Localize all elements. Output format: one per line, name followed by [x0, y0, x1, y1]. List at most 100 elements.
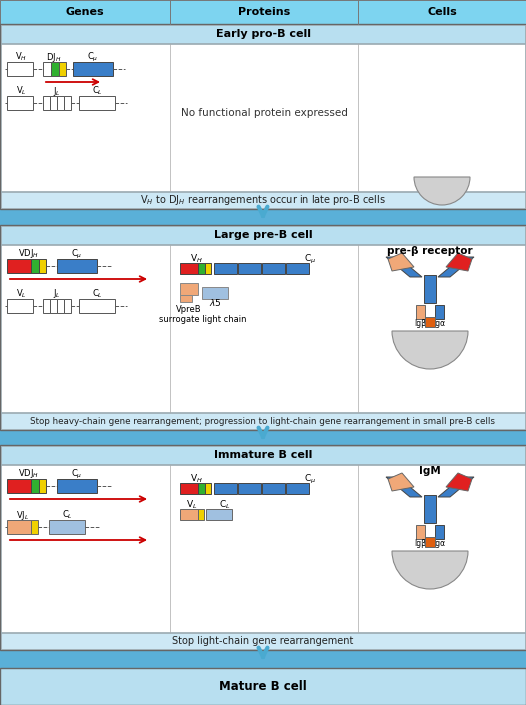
Text: $\lambda$5: $\lambda$5 — [209, 298, 221, 309]
Bar — [57, 96, 64, 110]
Bar — [50, 96, 57, 110]
Polygon shape — [438, 257, 474, 277]
Text: VJ$_L$: VJ$_L$ — [16, 508, 29, 522]
Bar — [0, 445, 526, 650]
Polygon shape — [438, 477, 474, 497]
Text: Large pre-B cell: Large pre-B cell — [214, 230, 312, 240]
Bar — [1, 413, 525, 429]
Bar — [1, 44, 525, 191]
Text: Cells: Cells — [427, 7, 457, 17]
Bar — [424, 275, 436, 303]
Bar — [49, 520, 85, 534]
Bar — [214, 483, 237, 494]
Bar — [262, 263, 285, 274]
Bar — [425, 317, 435, 327]
Bar — [79, 96, 115, 110]
Bar — [286, 483, 309, 494]
Bar — [1, 226, 525, 244]
Bar — [0, 24, 526, 209]
Text: C$_L$: C$_L$ — [62, 509, 73, 521]
Bar — [7, 479, 31, 493]
Polygon shape — [388, 473, 414, 491]
Text: V$_H$: V$_H$ — [189, 473, 203, 485]
Text: Igα: Igα — [433, 319, 445, 328]
Text: C$_\mu$: C$_\mu$ — [72, 467, 83, 481]
Polygon shape — [388, 253, 414, 271]
Text: C$_\mu$: C$_\mu$ — [87, 51, 99, 63]
Text: C$_\mu$: C$_\mu$ — [304, 252, 316, 266]
Text: V$_L$: V$_L$ — [16, 288, 26, 300]
Text: Mature B cell: Mature B cell — [219, 680, 307, 693]
Bar — [43, 299, 50, 313]
Text: pre-β receptor: pre-β receptor — [387, 246, 473, 256]
Text: Immature B cell: Immature B cell — [214, 450, 312, 460]
Bar — [1, 25, 525, 43]
Text: VDJ$_H$: VDJ$_H$ — [18, 247, 39, 261]
Text: IgM: IgM — [419, 466, 441, 476]
Text: surrogate light chain: surrogate light chain — [159, 314, 247, 324]
Bar — [59, 62, 66, 76]
Bar — [31, 259, 39, 273]
Bar — [57, 259, 97, 273]
Bar — [180, 509, 198, 520]
Bar — [1, 245, 525, 412]
Bar — [50, 299, 57, 313]
Text: J$_L$: J$_L$ — [53, 288, 61, 300]
Text: C$_L$: C$_L$ — [219, 498, 231, 511]
Bar — [180, 295, 192, 302]
Text: C$_L$: C$_L$ — [92, 85, 103, 97]
Bar — [51, 62, 59, 76]
Bar — [198, 509, 204, 520]
Polygon shape — [446, 253, 472, 271]
Bar — [7, 299, 33, 313]
Text: VpreB: VpreB — [176, 305, 202, 314]
Bar — [424, 495, 436, 523]
Text: Igβ: Igβ — [414, 539, 426, 548]
Text: C$_L$: C$_L$ — [92, 288, 103, 300]
Bar — [1, 192, 525, 208]
Bar — [198, 483, 205, 494]
Bar — [1, 446, 525, 464]
Text: J$_L$: J$_L$ — [53, 85, 61, 97]
Text: No functional protein expressed: No functional protein expressed — [180, 109, 348, 118]
Bar — [416, 525, 425, 539]
Wedge shape — [392, 551, 468, 589]
Bar — [262, 483, 285, 494]
Text: DJ$_H$: DJ$_H$ — [46, 51, 62, 63]
Bar — [0, 225, 526, 430]
Bar — [205, 483, 211, 494]
Bar — [7, 520, 31, 534]
Text: Igα: Igα — [433, 539, 445, 548]
Bar — [238, 483, 261, 494]
Bar — [180, 483, 198, 494]
Text: C$_\mu$: C$_\mu$ — [72, 247, 83, 261]
Bar — [39, 259, 46, 273]
Bar — [214, 263, 237, 274]
Bar — [7, 259, 31, 273]
Bar — [435, 525, 444, 539]
Bar — [57, 479, 97, 493]
Bar — [180, 283, 198, 295]
Bar — [64, 96, 71, 110]
Text: V$_L$: V$_L$ — [186, 498, 198, 511]
Bar — [1, 633, 525, 649]
Text: Igβ: Igβ — [414, 319, 426, 328]
Bar — [7, 62, 33, 76]
Bar — [205, 263, 211, 274]
Bar — [202, 287, 228, 299]
Text: V$_H$: V$_H$ — [189, 253, 203, 265]
Bar — [43, 62, 51, 76]
Bar — [198, 263, 205, 274]
Text: Early pro-B cell: Early pro-B cell — [216, 29, 310, 39]
Text: VDJ$_H$: VDJ$_H$ — [18, 467, 39, 481]
Bar — [73, 62, 113, 76]
Bar — [206, 509, 232, 520]
Bar — [0, 668, 526, 705]
Text: Proteins: Proteins — [238, 7, 290, 17]
Bar — [79, 299, 115, 313]
Bar — [238, 263, 261, 274]
Bar — [31, 479, 39, 493]
Text: V$_H$: V$_H$ — [15, 51, 27, 63]
Text: V$_H$ to DJ$_H$ rearrangements occur in late pro-B cells: V$_H$ to DJ$_H$ rearrangements occur in … — [140, 193, 386, 207]
Bar — [7, 96, 33, 110]
